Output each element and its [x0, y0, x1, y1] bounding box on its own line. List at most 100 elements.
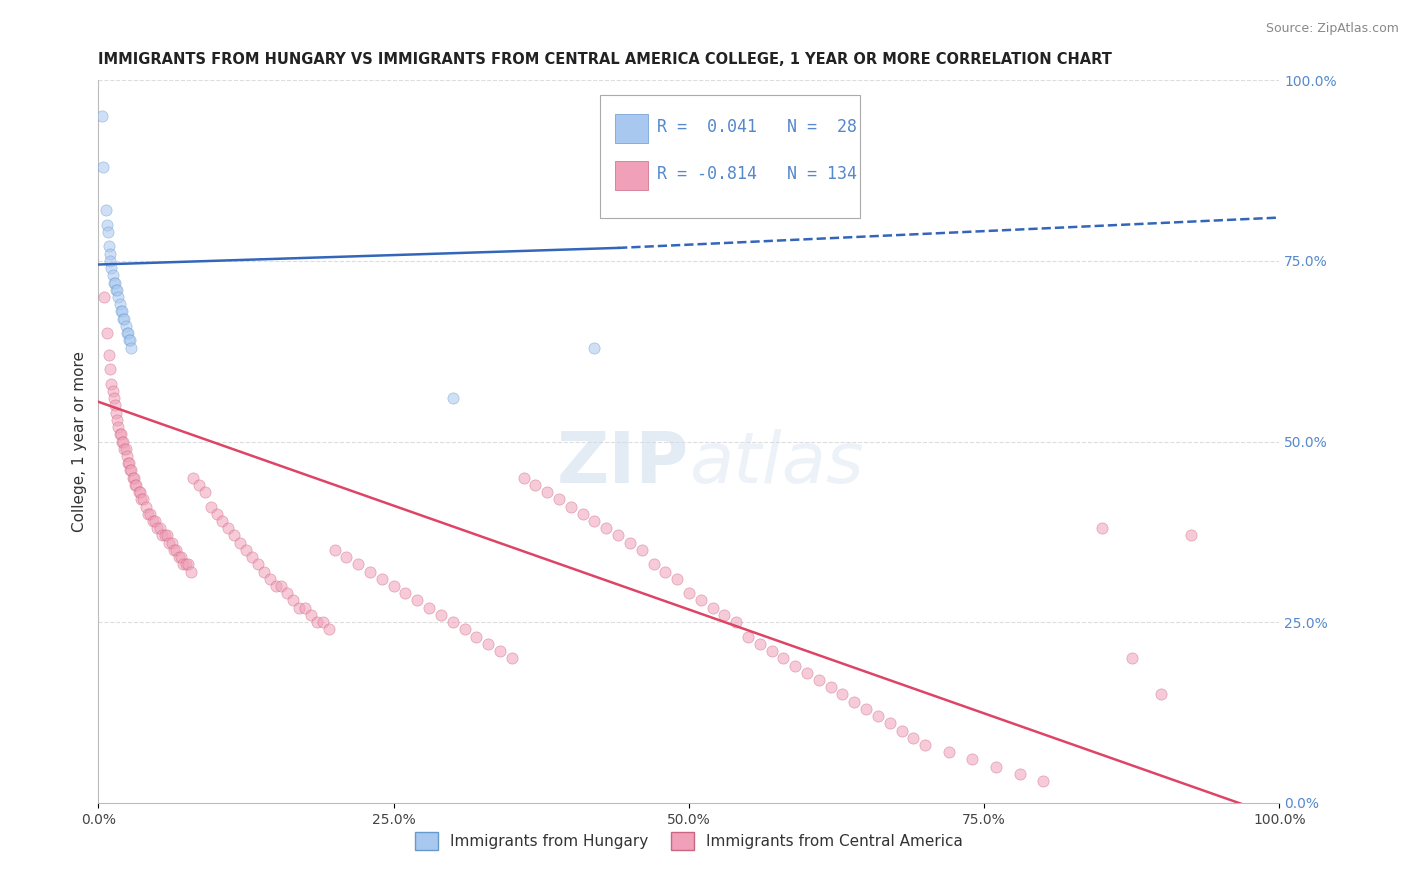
Point [112, 434, 135, 449]
Point [643, 558, 665, 572]
Point [100, 376, 122, 391]
Legend: Immigrants from Hungary, Immigrants from Central America: Immigrants from Hungary, Immigrants from… [409, 826, 969, 856]
Point [111, 304, 134, 318]
Point [820, 680, 842, 694]
Point [844, 695, 866, 709]
Point [512, 470, 534, 484]
Point [1121, 651, 1143, 665]
Point [305, 615, 328, 630]
Point [98, 246, 121, 260]
Point [121, 463, 143, 477]
Point [122, 470, 145, 484]
Point [299, 607, 322, 622]
Point [124, 478, 146, 492]
Point [855, 702, 877, 716]
Point [654, 565, 676, 579]
Point [98, 362, 121, 376]
Point [294, 600, 316, 615]
Point [187, 478, 209, 492]
Point [807, 673, 830, 687]
Point [630, 542, 652, 557]
Point [200, 500, 222, 514]
Point [583, 514, 606, 528]
Point [866, 709, 889, 723]
Point [117, 326, 139, 340]
Point [288, 600, 311, 615]
Text: ZIP: ZIP [557, 429, 689, 498]
Point [914, 738, 936, 752]
Point [107, 420, 129, 434]
Point [394, 586, 416, 600]
Point [136, 507, 159, 521]
Point [524, 478, 547, 492]
Point [107, 290, 129, 304]
Point [98, 239, 121, 253]
Point [772, 651, 794, 665]
Point [217, 521, 239, 535]
Point [117, 456, 139, 470]
FancyBboxPatch shape [600, 95, 860, 218]
Point [583, 341, 606, 355]
Point [962, 752, 984, 766]
Point [761, 644, 783, 658]
Point [1032, 774, 1054, 789]
Point [105, 283, 128, 297]
Point [157, 535, 180, 549]
Point [174, 558, 197, 572]
Point [104, 398, 127, 412]
Point [177, 558, 200, 572]
Point [97, 225, 120, 239]
Point [335, 550, 357, 565]
Point [111, 434, 134, 449]
Point [938, 745, 960, 759]
Point [441, 615, 464, 630]
Point [737, 630, 759, 644]
Point [240, 550, 263, 565]
Point [666, 572, 689, 586]
Point [276, 586, 298, 600]
Point [115, 326, 138, 340]
Point [453, 623, 475, 637]
Point [110, 427, 132, 442]
Point [146, 521, 169, 535]
Point [93, 290, 115, 304]
Point [163, 542, 186, 557]
Point [98, 253, 121, 268]
Point [167, 550, 190, 565]
Point [142, 514, 165, 528]
Point [103, 391, 125, 405]
Point [180, 565, 202, 579]
Point [105, 283, 128, 297]
Point [595, 521, 617, 535]
Point [1091, 521, 1114, 535]
Point [879, 716, 901, 731]
Point [607, 528, 630, 542]
Point [120, 463, 142, 477]
Point [165, 542, 187, 557]
Point [418, 600, 440, 615]
Point [725, 615, 748, 630]
Point [536, 485, 558, 500]
Point [560, 500, 582, 514]
Point [253, 565, 276, 579]
Point [264, 579, 287, 593]
FancyBboxPatch shape [614, 114, 648, 143]
Point [181, 470, 204, 484]
Point [489, 644, 512, 658]
Point [441, 391, 464, 405]
Point [465, 630, 488, 644]
Point [104, 276, 127, 290]
Point [118, 456, 141, 470]
Point [96, 326, 118, 340]
Point [312, 615, 335, 630]
Point [235, 542, 257, 557]
Point [103, 276, 125, 290]
Point [91, 160, 114, 174]
Point [149, 521, 172, 535]
Text: Source: ZipAtlas.com: Source: ZipAtlas.com [1265, 22, 1399, 36]
Text: R =  0.041   N =  28: R = 0.041 N = 28 [657, 119, 858, 136]
Point [903, 731, 925, 745]
Point [101, 268, 124, 283]
Point [477, 637, 499, 651]
Point [748, 637, 770, 651]
